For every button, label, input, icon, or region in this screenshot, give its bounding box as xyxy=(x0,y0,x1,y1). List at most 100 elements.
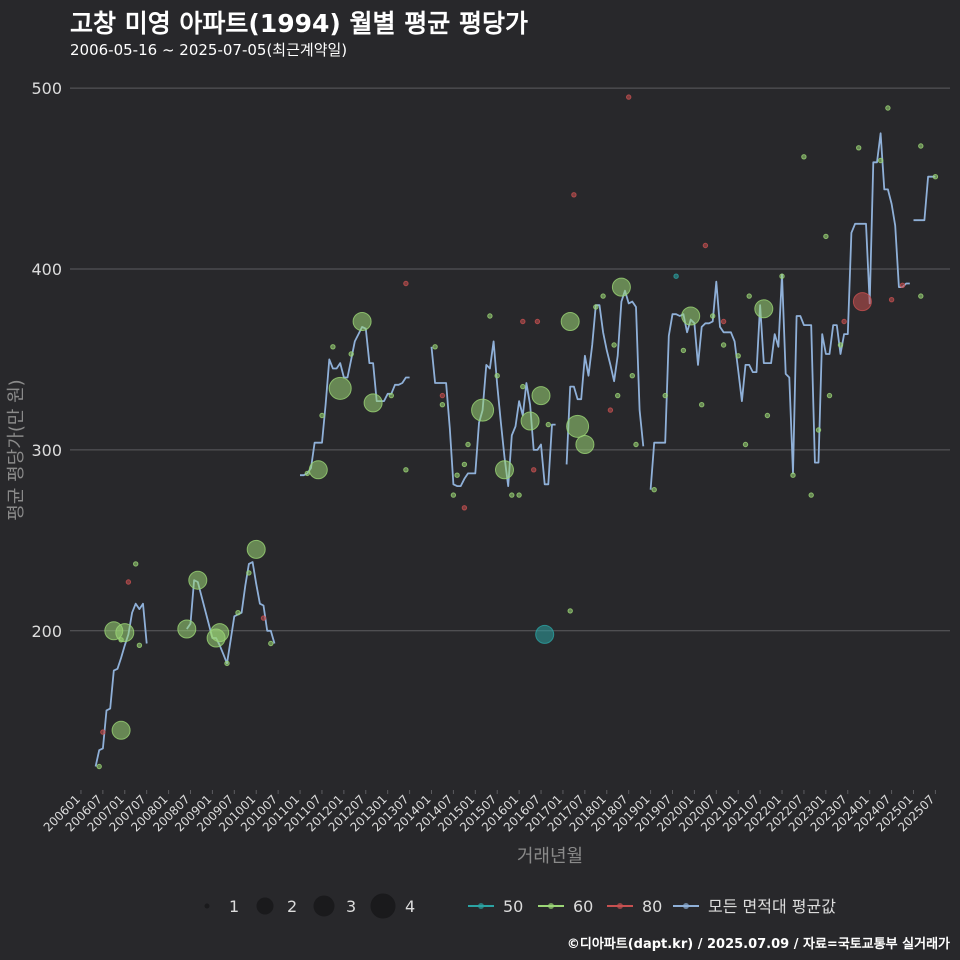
data-point-area-60 xyxy=(531,386,551,406)
data-point-area-60 xyxy=(790,472,796,478)
data-point-area-80 xyxy=(852,292,872,312)
avg-line-segment xyxy=(913,175,936,222)
data-point-area-60 xyxy=(600,293,606,299)
avg-line-segment xyxy=(565,289,645,465)
data-point-area-80 xyxy=(626,94,632,100)
data-point-area-60 xyxy=(461,461,468,468)
data-point-area-80 xyxy=(607,407,614,413)
data-point-area-60 xyxy=(801,154,807,160)
legend-series-4-dot xyxy=(683,903,689,909)
legend-size-4-label: 4 xyxy=(405,897,415,916)
data-point-area-60 xyxy=(764,412,771,419)
data-point-area-60 xyxy=(545,421,551,428)
legend-size-1-label: 1 xyxy=(229,897,239,916)
legend-series-4-label: 모든 면적대 평균값 xyxy=(708,897,836,916)
data-point-area-60 xyxy=(403,467,409,473)
avg-line-segment xyxy=(94,602,148,767)
chart-title: 고창 미영 아파트(1994) 월별 평균 평당가 xyxy=(70,9,528,38)
data-point-area-80 xyxy=(702,242,709,249)
data-point-area-60 xyxy=(918,293,924,299)
data-point-area-60 xyxy=(246,539,266,559)
data-point-area-60 xyxy=(611,277,631,297)
data-point-area-60 xyxy=(735,353,741,359)
data-point-area-50 xyxy=(535,624,555,644)
data-point-area-60 xyxy=(210,623,230,643)
data-point-area-60 xyxy=(450,492,457,498)
legend-series-1-dot xyxy=(478,903,484,909)
source-footer: ©디아파트(dapt.kr) / 2025.07.09 / 자료=국토교통부 실… xyxy=(566,937,950,952)
data-point-area-60 xyxy=(877,157,884,164)
data-point-area-80 xyxy=(531,467,537,473)
legend-size-4-marker xyxy=(370,893,396,919)
data-point-area-60 xyxy=(823,233,829,240)
data-point-area-60 xyxy=(348,351,354,357)
legend-series-2-dot xyxy=(548,903,554,909)
legend-size-3-label: 3 xyxy=(346,897,356,916)
data-point-area-80 xyxy=(720,318,727,325)
data-point-area-60 xyxy=(520,383,526,390)
data-point-area-80 xyxy=(534,318,541,325)
data-point-area-60 xyxy=(680,347,687,354)
y-axis-title: 평균 평당가(만 원) xyxy=(6,379,27,520)
y-tick-label: 300 xyxy=(31,441,62,460)
data-point-area-60 xyxy=(837,342,844,348)
data-point-area-60 xyxy=(918,143,924,149)
data-point-area-60 xyxy=(520,411,540,431)
data-point-area-60 xyxy=(432,344,438,350)
data-point-area-80 xyxy=(260,615,267,621)
legend-size-2-marker xyxy=(256,897,274,915)
data-point-area-80 xyxy=(439,392,446,399)
avg-line-segment xyxy=(186,561,276,665)
legend-series-2-label: 60 xyxy=(573,897,593,916)
data-point-area-60 xyxy=(304,470,310,477)
data-point-area-60 xyxy=(633,441,639,448)
data-point-area-80 xyxy=(520,318,526,325)
data-point-area-60 xyxy=(826,392,833,399)
data-point-area-60 xyxy=(494,373,500,379)
data-point-area-60 xyxy=(235,610,241,616)
data-point-area-60 xyxy=(177,619,197,639)
data-point-area-80 xyxy=(899,282,906,288)
data-point-area-60 xyxy=(224,660,230,667)
data-point-area-60 xyxy=(330,344,336,350)
data-point-area-60 xyxy=(932,174,939,180)
data-point-area-80 xyxy=(125,579,132,585)
data-point-area-60 xyxy=(885,105,891,111)
data-point-area-50 xyxy=(673,273,679,279)
data-point-area-60 xyxy=(593,304,599,310)
data-point-area-60 xyxy=(567,608,573,614)
data-point-area-60 xyxy=(808,492,814,498)
data-point-area-60 xyxy=(465,441,471,448)
data-point-area-60 xyxy=(746,293,752,299)
data-point-area-60 xyxy=(454,472,460,478)
y-tick-label: 400 xyxy=(31,260,62,279)
legend-size-3-marker xyxy=(313,895,335,917)
data-point-area-60 xyxy=(742,441,749,448)
data-point-area-60 xyxy=(575,435,595,454)
data-point-area-60 xyxy=(471,398,495,422)
data-point-area-60 xyxy=(328,376,352,400)
x-axis-title: 거래년월 xyxy=(517,846,583,867)
data-point-area-80 xyxy=(403,280,409,287)
data-point-area-60 xyxy=(115,623,135,643)
data-point-area-60 xyxy=(439,402,446,408)
data-point-area-60 xyxy=(566,414,590,438)
data-point-area-60 xyxy=(509,492,515,498)
data-point-area-60 xyxy=(611,342,617,348)
data-point-area-60 xyxy=(111,720,131,740)
data-point-area-60 xyxy=(118,637,124,643)
data-point-area-60 xyxy=(487,313,493,319)
avg-line-segment xyxy=(430,340,556,488)
data-point-area-80 xyxy=(571,192,577,198)
data-point-area-80 xyxy=(888,297,895,303)
legend-series-3-dot xyxy=(617,903,623,909)
data-point-area-60 xyxy=(560,312,580,331)
data-point-area-60 xyxy=(815,427,822,433)
data-point-area-60 xyxy=(363,393,383,413)
data-point-area-60 xyxy=(308,460,328,480)
data-point-area-60 xyxy=(136,642,143,648)
data-point-area-60 xyxy=(720,342,727,348)
data-point-area-60 xyxy=(188,570,208,590)
